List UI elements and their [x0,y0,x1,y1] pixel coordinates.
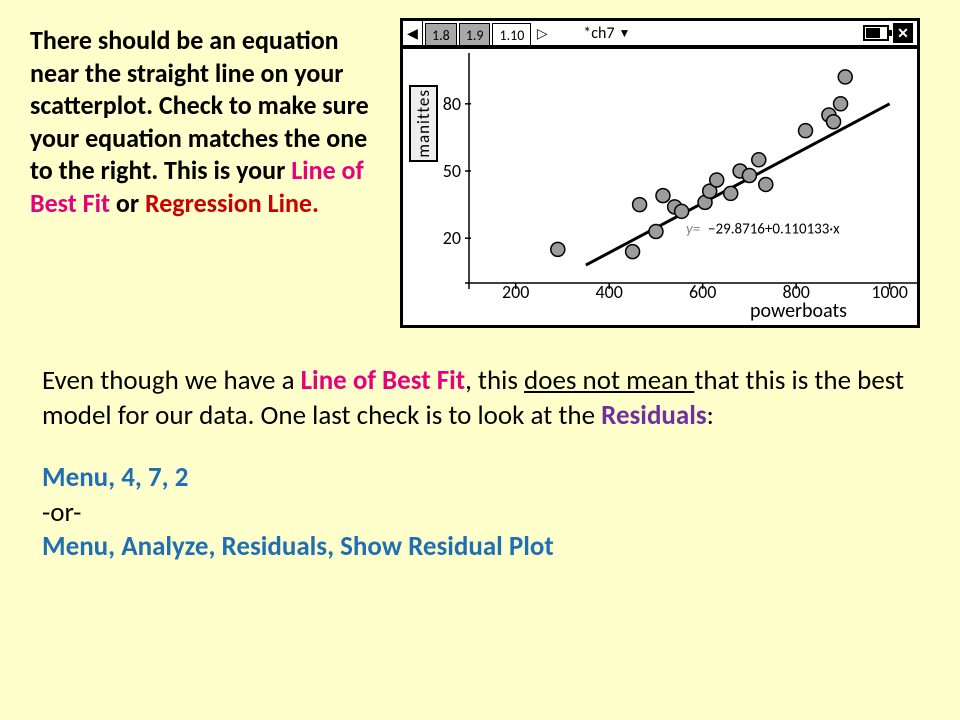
tab-left-arrow[interactable]: ◀ [403,21,423,45]
txt-or: or [110,187,145,219]
regression-line: Regression Line. [145,187,319,219]
battery-icon [863,25,889,41]
ytick-label: 50 [437,160,461,182]
residuals: Residuals [601,399,707,432]
or-text: -or- [42,496,81,529]
xtick-label: 1000 [871,281,908,303]
xtick-label: 800 [782,281,809,303]
tab-bar: ◀ 1.8 1.9 1.10 ▷ *ch7 ▼ ✕ [403,21,917,49]
tab-1-8[interactable]: 1.8 [425,23,457,45]
tab-1-9[interactable]: 1.9 [459,23,491,45]
does-not-mean: does not mean [524,364,694,397]
tab-1-10[interactable]: 1.10 [492,23,531,45]
xtick-label: 600 [689,281,716,303]
ytick-label: 20 [437,227,461,249]
svg-text:−29.8716+0.110133·x: −29.8716+0.110133·x [708,221,840,239]
svg-text:y=: y= [686,221,701,239]
xtick-label: 200 [502,281,529,303]
y-axis-label-text: manittes [413,89,434,158]
right-icons: ✕ [863,23,913,43]
tab-right-arrow[interactable]: ▷ [531,21,553,45]
t: , this [465,364,524,397]
ytick-label: 80 [437,93,461,115]
menu-path-1: Menu, 4, 7, 2 [42,461,188,494]
scatterplot: y= −29.8716+0.110133·x [465,53,917,289]
lobf2: Line of Best Fit [301,364,465,397]
dropdown-icon: ▼ [619,26,631,41]
top-row: There should be an equation near the str… [0,0,960,328]
colon: : [707,399,714,432]
calculator-screenshot: ◀ 1.8 1.9 1.10 ▷ *ch7 ▼ ✕ manittes y= −29… [400,18,920,328]
t: Even though we have a [42,364,301,397]
filename[interactable]: *ch7 ▼ [583,21,630,45]
y-axis-label[interactable]: manittes [409,85,438,162]
xtick-label: 400 [596,281,623,303]
instruction-text: There should be an equation near the str… [30,18,380,328]
bottom-text: Even though we have a Line of Best Fit, … [0,328,960,565]
close-icon[interactable]: ✕ [893,23,913,43]
filename-text: *ch7 [583,24,614,43]
menu-path-2: Menu, Analyze, Residuals, Show Residual … [42,530,554,563]
